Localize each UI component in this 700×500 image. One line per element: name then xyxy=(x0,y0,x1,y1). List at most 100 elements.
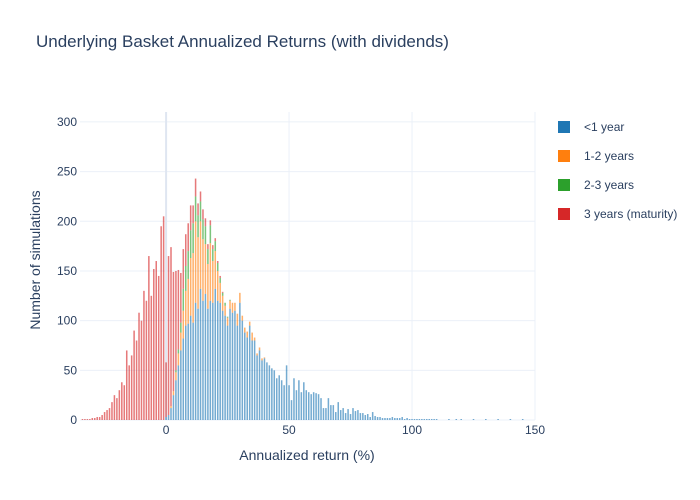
bar-series-0[interactable] xyxy=(403,419,406,420)
bar-series-2[interactable] xyxy=(182,288,185,311)
bar-series-0[interactable] xyxy=(376,417,379,420)
bar-series-3[interactable] xyxy=(207,244,209,250)
bar-series-1[interactable] xyxy=(224,305,226,316)
bar-series-3[interactable] xyxy=(121,382,123,420)
bar-series-3[interactable] xyxy=(98,417,101,420)
bar-series-0[interactable] xyxy=(273,370,276,420)
bar-series-0[interactable] xyxy=(165,417,167,420)
bar-series-3[interactable] xyxy=(194,178,197,197)
bar-series-3[interactable] xyxy=(204,218,207,227)
bar-series-1[interactable] xyxy=(214,251,217,289)
bar-series-3[interactable] xyxy=(123,385,126,420)
bar-series-3[interactable] xyxy=(148,256,150,420)
bar-series-1[interactable] xyxy=(216,270,219,301)
bar-series-0[interactable] xyxy=(248,325,251,420)
bar-series-0[interactable] xyxy=(283,385,285,420)
bar-series-3[interactable] xyxy=(135,340,138,420)
bar-series-2[interactable] xyxy=(212,249,214,262)
bar-series-3[interactable] xyxy=(128,365,130,420)
bar-series-0[interactable] xyxy=(472,419,475,420)
bar-series-0[interactable] xyxy=(418,419,421,420)
bar-series-0[interactable] xyxy=(406,418,408,420)
bar-series-1[interactable] xyxy=(219,282,221,303)
bar-series-0[interactable] xyxy=(170,408,172,420)
bar-series-0[interactable] xyxy=(290,400,293,420)
bar-series-0[interactable] xyxy=(271,368,273,420)
bar-series-0[interactable] xyxy=(362,413,364,420)
bar-series-0[interactable] xyxy=(497,419,499,420)
bar-series-0[interactable] xyxy=(310,394,312,420)
bar-series-0[interactable] xyxy=(288,385,290,420)
bar-series-0[interactable] xyxy=(275,378,278,420)
bar-series-0[interactable] xyxy=(359,413,362,420)
bar-series-3[interactable] xyxy=(157,275,160,420)
bar-series-0[interactable] xyxy=(175,380,177,420)
bar-series-0[interactable] xyxy=(413,419,416,420)
bar-series-3[interactable] xyxy=(118,390,121,420)
bar-series-0[interactable] xyxy=(204,293,207,420)
bar-series-3[interactable] xyxy=(199,191,202,202)
bar-series-0[interactable] xyxy=(207,308,209,420)
bar-series-1[interactable] xyxy=(261,358,263,361)
bar-series-0[interactable] xyxy=(335,412,337,420)
bar-series-0[interactable] xyxy=(234,310,236,420)
bar-series-3[interactable] xyxy=(184,234,187,266)
bar-series-2[interactable] xyxy=(214,241,217,252)
bar-series-1[interactable] xyxy=(202,239,204,301)
bar-series-0[interactable] xyxy=(401,417,403,420)
bar-series-0[interactable] xyxy=(231,312,234,420)
bar-series-0[interactable] xyxy=(244,332,246,420)
bar-series-1[interactable] xyxy=(251,332,253,341)
bar-series-0[interactable] xyxy=(398,418,401,420)
bar-series-2[interactable] xyxy=(184,266,187,291)
bar-series-3[interactable] xyxy=(116,398,118,420)
bar-series-0[interactable] xyxy=(320,398,322,420)
bar-series-0[interactable] xyxy=(246,337,248,420)
bar-series-0[interactable] xyxy=(300,392,303,420)
bar-series-0[interactable] xyxy=(167,415,170,420)
bar-series-0[interactable] xyxy=(280,380,283,420)
bar-series-0[interactable] xyxy=(251,340,253,420)
bar-series-0[interactable] xyxy=(298,380,300,420)
bar-series-1[interactable] xyxy=(246,331,248,338)
bar-series-2[interactable] xyxy=(187,251,189,279)
bar-series-2[interactable] xyxy=(199,201,202,222)
bar-series-3[interactable] xyxy=(175,270,177,371)
bar-series-0[interactable] xyxy=(236,325,239,420)
bar-series-0[interactable] xyxy=(303,382,305,420)
bar-series-2[interactable] xyxy=(224,302,226,306)
bar-series-0[interactable] xyxy=(428,419,430,420)
bar-series-0[interactable] xyxy=(212,302,214,420)
bar-series-1[interactable] xyxy=(170,406,172,409)
bar-series-0[interactable] xyxy=(448,419,450,420)
bar-series-0[interactable] xyxy=(192,322,194,420)
bar-series-0[interactable] xyxy=(312,392,315,420)
bar-series-0[interactable] xyxy=(337,402,339,420)
bar-series-0[interactable] xyxy=(322,408,325,420)
bar-series-0[interactable] xyxy=(342,408,344,420)
bar-series-3[interactable] xyxy=(153,268,155,420)
bar-series-0[interactable] xyxy=(379,417,381,420)
bar-series-0[interactable] xyxy=(325,408,327,420)
bar-series-0[interactable] xyxy=(224,315,226,420)
bar-series-0[interactable] xyxy=(421,419,423,420)
bar-series-3[interactable] xyxy=(133,330,135,420)
bar-series-3[interactable] xyxy=(89,419,91,420)
bar-series-0[interactable] xyxy=(423,419,426,420)
bar-series-1[interactable] xyxy=(199,221,202,289)
bar-series-0[interactable] xyxy=(435,419,438,420)
bar-series-0[interactable] xyxy=(172,395,175,420)
bar-series-0[interactable] xyxy=(384,418,386,420)
bar-series-0[interactable] xyxy=(293,378,295,420)
bar-series-3[interactable] xyxy=(125,350,128,420)
bar-series-3[interactable] xyxy=(145,300,148,420)
bar-series-2[interactable] xyxy=(180,322,182,333)
bar-series-3[interactable] xyxy=(187,223,189,252)
bar-series-3[interactable] xyxy=(93,418,96,420)
bar-series-3[interactable] xyxy=(106,410,108,420)
bar-series-0[interactable] xyxy=(416,419,418,420)
bar-series-1[interactable] xyxy=(231,302,234,313)
bar-series-3[interactable] xyxy=(160,226,162,420)
bar-series-0[interactable] xyxy=(278,375,280,420)
bar-series-0[interactable] xyxy=(180,350,182,420)
